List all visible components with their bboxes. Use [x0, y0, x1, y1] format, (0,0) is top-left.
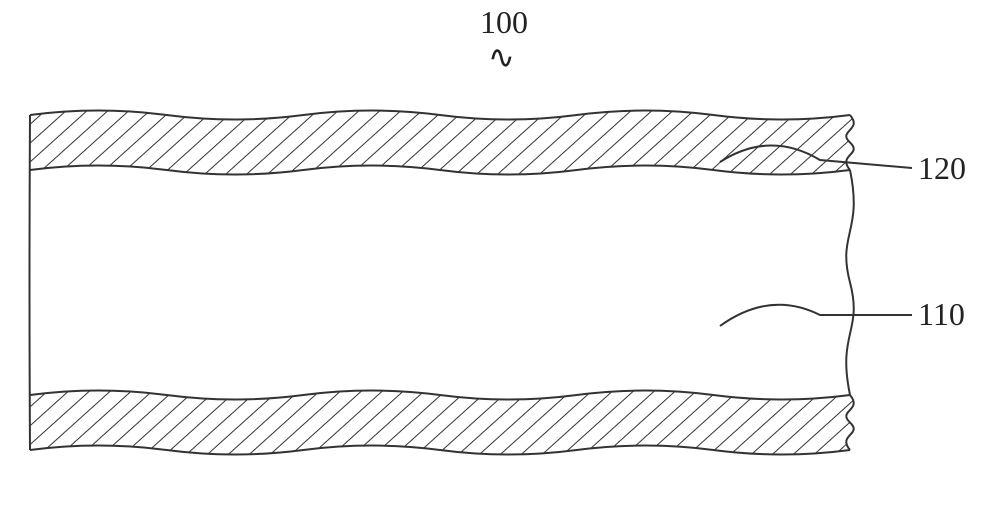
leader-110: [720, 305, 912, 326]
bottom-hatched-layer: [30, 391, 854, 455]
diagram-root: 100 ∿ 120 110: [0, 0, 1000, 513]
top-hatched-layer: [30, 111, 854, 175]
diagram-svg: [0, 0, 1000, 513]
layer-ref-120: 120: [918, 150, 966, 187]
break-line-right: [846, 170, 854, 395]
left-edge: [30, 115, 31, 450]
assembly-tilde-icon: ∿: [488, 38, 515, 76]
layer-ref-110: 110: [918, 296, 965, 333]
assembly-ref-label: 100: [480, 4, 528, 41]
